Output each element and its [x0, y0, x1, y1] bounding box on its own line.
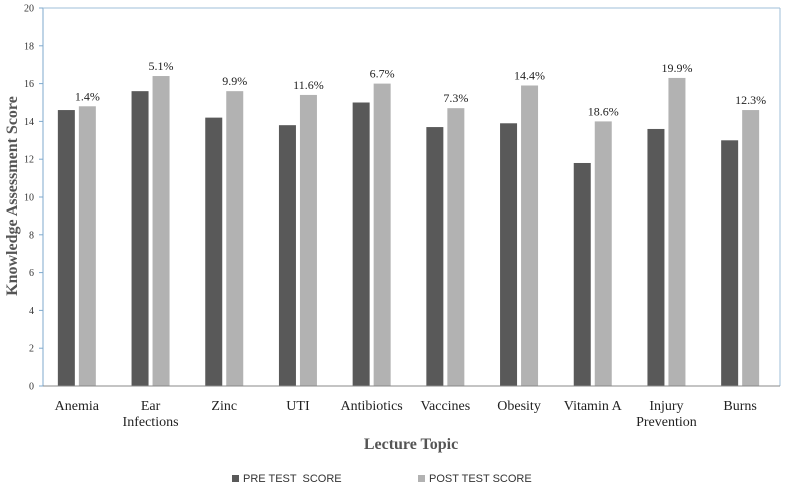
- data-label: 19.9%: [661, 61, 692, 75]
- x-tick-label: UTI: [286, 399, 310, 414]
- bar-post-test: [594, 121, 612, 387]
- x-tick-label: Antibiotics: [341, 399, 403, 414]
- bar-post-test: [226, 91, 244, 386]
- bar-post-test: [152, 76, 170, 386]
- bar-post-test: [78, 106, 96, 386]
- legend: PRE TEST SCORE POST TEST SCORE: [232, 473, 532, 485]
- legend-label: POST TEST SCORE: [429, 473, 532, 485]
- y-tick-label: 2: [29, 344, 34, 355]
- x-tick-label: Ear Infections: [123, 399, 179, 430]
- x-tick-label: Vaccines: [420, 399, 470, 414]
- x-tick-label-line: Zinc: [211, 399, 237, 414]
- x-tick-label-line: Prevention: [636, 415, 697, 430]
- x-axis: Anemia Ear Infections Zinc UTI Antibiotics Vac…: [43, 385, 780, 430]
- y-tick-label: 8: [29, 230, 34, 241]
- data-label: 12.3%: [735, 93, 766, 107]
- bar-pre-test: [426, 127, 444, 386]
- data-label: 9.9%: [222, 74, 247, 88]
- data-label: 7.3%: [443, 91, 468, 105]
- x-tick-label: Obesity: [497, 399, 541, 414]
- bar-post-test: [373, 83, 391, 386]
- x-tick-label: Injury Prevention: [636, 399, 697, 430]
- bar-post-test: [521, 85, 539, 387]
- bar-pre-test: [352, 102, 370, 386]
- y-tick-label: 0: [29, 382, 34, 393]
- bar-pre-test: [500, 123, 518, 386]
- y-tick-label: 10: [24, 193, 34, 204]
- data-labels: 1.4% 5.1% 9.9% 11.6% 6.7% 7.3% 14.4% 18.6% 19.9%…: [75, 59, 766, 118]
- bar-pre-test: [131, 91, 149, 386]
- y-tick-label: 6: [29, 268, 34, 279]
- data-label: 18.6%: [588, 104, 619, 118]
- y-tick-label: 18: [24, 41, 34, 52]
- data-label: 11.6%: [293, 78, 324, 92]
- bar-pre-test: [205, 117, 223, 387]
- legend-swatch: [418, 475, 425, 482]
- bar-pre-test: [647, 128, 665, 386]
- x-tick-label-line: Obesity: [497, 399, 541, 414]
- bar-post-test: [447, 108, 465, 387]
- x-tick-label: Vitamin A: [564, 399, 623, 414]
- data-label: 6.7%: [370, 67, 395, 81]
- bar-pre-test: [57, 110, 75, 386]
- data-label: 1.4%: [75, 89, 100, 103]
- x-tick-label-line: Injury: [649, 399, 683, 414]
- x-tick-label-line: UTI: [286, 399, 310, 414]
- x-tick-label: Zinc: [211, 399, 237, 414]
- x-tick-label-line: Anemia: [55, 399, 100, 414]
- x-tick-label-line: Vaccines: [420, 399, 470, 414]
- x-tick-label-line: Ear: [141, 399, 161, 414]
- x-tick-label: Burns: [723, 399, 756, 414]
- bar-pre-test: [278, 125, 296, 387]
- x-tick-label-line: Infections: [123, 415, 179, 430]
- bar-post-test: [668, 77, 686, 387]
- bar-pre-test: [573, 162, 591, 386]
- y-tick-label: 12: [24, 155, 34, 166]
- legend-swatch: [232, 475, 239, 482]
- y-tick-label: 4: [29, 306, 34, 317]
- y-axis-title: Knowledge Assessment Score: [4, 96, 21, 296]
- y-tick-label: 16: [24, 79, 34, 90]
- y-axis: 0 2 4 6 8 10 12 14 16 18 20: [24, 4, 781, 393]
- x-tick-label-line: Antibiotics: [341, 399, 403, 414]
- x-tick-label-line: Vitamin A: [564, 399, 623, 414]
- bars: [57, 76, 760, 387]
- y-tick-label: 20: [24, 4, 34, 15]
- x-tick-label: Anemia: [55, 399, 100, 414]
- y-tick-label: 14: [24, 117, 34, 128]
- bar-post-test: [742, 110, 760, 386]
- legend-label: PRE TEST SCORE: [243, 473, 342, 485]
- bar-pre-test: [721, 140, 739, 386]
- x-axis-title: Lecture Topic: [364, 436, 458, 453]
- bar-post-test: [299, 94, 317, 386]
- x-tick-label-line: Burns: [723, 399, 756, 414]
- data-label: 5.1%: [149, 59, 174, 73]
- data-label: 14.4%: [514, 68, 545, 82]
